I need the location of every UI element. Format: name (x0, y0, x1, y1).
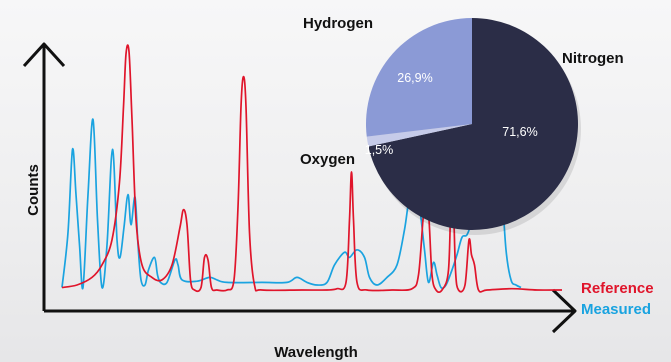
x-axis-title: Wavelength (274, 344, 358, 361)
pie-chart: Nitrogen 71,6% Oxygen 1,5% Hydrogen 26,9% (300, 15, 624, 235)
pie-value-oxygen: 1,5% (365, 143, 394, 157)
pie-value-nitrogen: 71,6% (502, 125, 537, 139)
chart-axes (22, 42, 577, 334)
pie-label-oxygen: Oxygen (300, 151, 355, 168)
pie-value-hydrogen: 26,9% (397, 71, 432, 85)
legend-item-reference: Reference (581, 280, 654, 297)
y-axis-title: Counts (25, 164, 42, 216)
x-axis-arrowhead (551, 288, 577, 334)
pie-label-hydrogen: Hydrogen (303, 15, 373, 32)
pie-slice-nitrogen (368, 18, 579, 230)
pie-slice-hydrogen (365, 18, 472, 137)
legend-item-measured: Measured (581, 301, 651, 318)
legend: Reference Measured (581, 280, 654, 318)
pie-label-nitrogen: Nitrogen (562, 50, 624, 67)
pie-slice-oxygen (366, 124, 472, 147)
y-axis-arrowhead (22, 42, 66, 68)
